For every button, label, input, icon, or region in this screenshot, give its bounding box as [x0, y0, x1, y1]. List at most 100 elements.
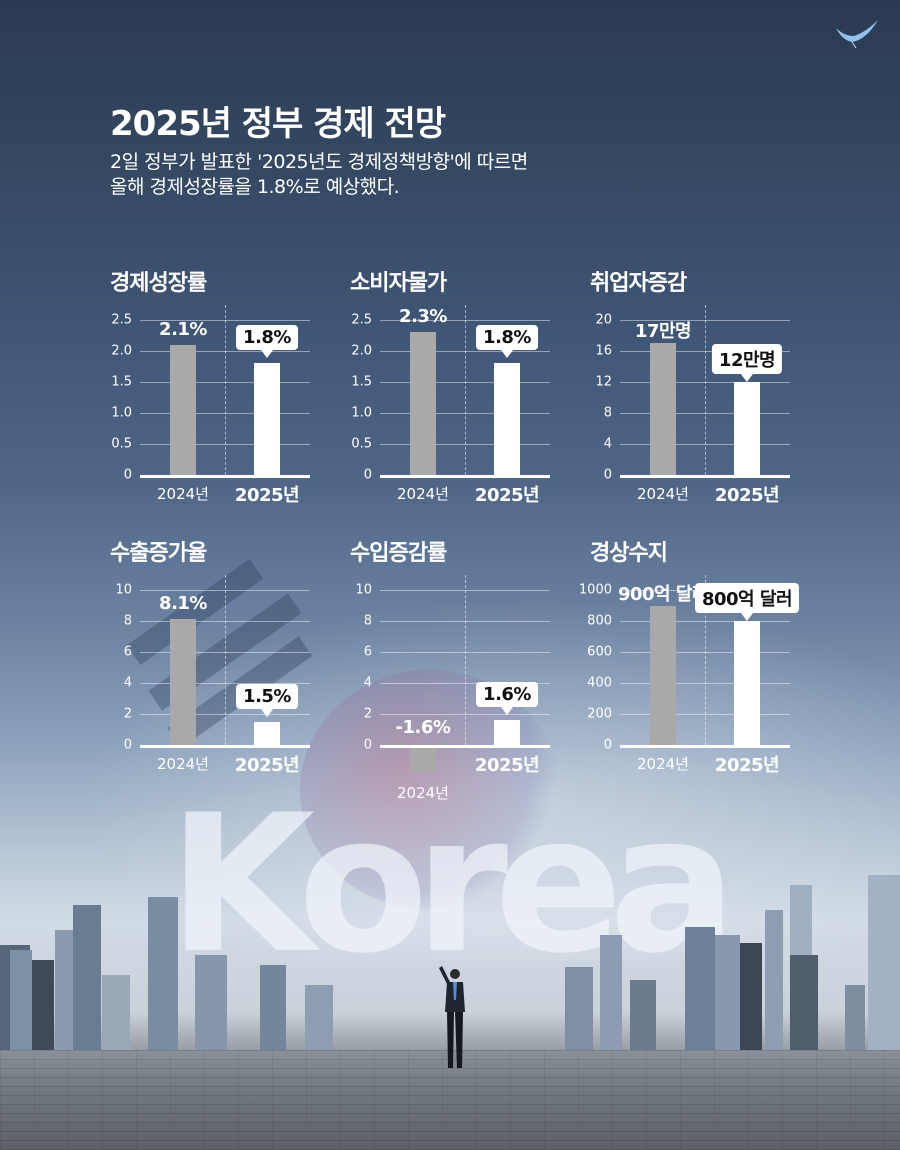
y-tick-label: 600	[587, 644, 612, 660]
year-divider	[465, 305, 466, 475]
y-tick-label: 4	[123, 675, 132, 691]
x-label-2024: 2024년	[397, 784, 449, 802]
y-tick-label: 1.0	[111, 405, 132, 421]
y-tick-label: 200	[587, 706, 612, 722]
city-skyline	[0, 860, 900, 1055]
y-tick-label: 2.0	[351, 343, 372, 359]
y-tick-label: 8	[363, 613, 372, 629]
bird-wing-logo-icon	[836, 20, 878, 49]
x-axis-baseline	[140, 475, 310, 478]
year-divider	[465, 575, 466, 745]
chart-import-change: 수입증감률 0 2 4 6 8 10 -1.6% 1.6% 2024년 2025년	[350, 535, 560, 805]
businessman-figure	[439, 966, 465, 1068]
y-tick-label: 6	[363, 644, 372, 660]
x-axis-baseline	[380, 745, 550, 748]
y-tick-label: 800	[587, 613, 612, 629]
y-tick-label: 1.5	[111, 374, 132, 390]
value-label-2024: 900억 달러	[617, 583, 709, 605]
bar-2025	[254, 363, 280, 475]
chart-employment-change: 취업자증감 0 4 8 12 16 20 17만명 12만명 2024년 2025년	[590, 265, 800, 535]
bar-2025	[734, 382, 760, 475]
year-divider	[705, 305, 706, 475]
y-tick-label: 2.5	[351, 312, 372, 328]
y-tick-label: 0	[363, 467, 372, 483]
callout-2025: 1.5%	[236, 683, 298, 717]
bar-2025	[254, 721, 280, 745]
page-subtitle: 2일 정부가 발표한 '2025년도 경제정책방향'에 따르면 올해 경제성장률…	[110, 150, 528, 200]
x-axis-baseline	[380, 475, 550, 478]
chart-title: 소비자물가	[350, 271, 447, 296]
chart-export-growth: 수출증가율 0 2 4 6 8 10 8.1% 1.5% 2024년 2025년	[110, 535, 320, 805]
x-label-2025: 2025년	[714, 755, 780, 776]
x-label-2024: 2024년	[637, 485, 689, 503]
bar-2024	[170, 619, 196, 745]
bar-2024	[410, 332, 436, 475]
y-tick-label: 10	[355, 582, 372, 598]
x-label-2025: 2025년	[714, 485, 780, 506]
value-label-2024: 2.3%	[399, 306, 447, 328]
chart-title: 수출증가율	[110, 541, 207, 566]
y-tick-label: 0	[603, 737, 612, 753]
y-tick-label: 2.5	[111, 312, 132, 328]
y-tick-label: 0	[603, 467, 612, 483]
y-tick-label: 10	[115, 582, 132, 598]
y-tick-label: 0	[363, 737, 372, 753]
x-label-2024: 2024년	[157, 485, 209, 503]
y-tick-label: 2.0	[111, 343, 132, 359]
plot-area: 0 200 400 600 800 1000 900억 달러 800억 달러 2024년 2025…	[579, 575, 800, 776]
plot-area: 0 0.5 1.0 1.5 2.0 2.5 2.3% 1.8% 2024년 2025년	[351, 305, 550, 506]
chart-title: 취업자증감	[590, 271, 687, 296]
y-tick-label: 0.5	[351, 436, 372, 452]
y-tick-label: 16	[595, 343, 612, 359]
y-tick-label: 8	[123, 613, 132, 629]
y-tick-label: 1.5	[351, 374, 372, 390]
plot-area: 0 2 4 6 8 10 -1.6% 1.6% 2024년 2025년	[355, 575, 550, 802]
x-axis-baseline	[620, 745, 790, 748]
plot-area: 0 4 8 12 16 20 17만명 12만명 2024년 2025년	[595, 305, 790, 506]
x-label-2025: 2025년	[234, 485, 300, 506]
chart-title: 경제성장률	[110, 271, 207, 296]
y-tick-label: 1000	[578, 582, 612, 598]
x-label-2024: 2024년	[397, 485, 449, 503]
y-tick-label: 0	[123, 737, 132, 753]
value-label-2024: 2.1%	[159, 318, 207, 340]
bar-2024	[410, 747, 436, 772]
value-label-2024: 17만명	[634, 321, 692, 343]
y-tick-label: 2	[123, 706, 132, 722]
y-tick-label: 400	[587, 675, 612, 691]
chart-current-account: 경상수지 0 200 400 600 800 1000 900억 달러 800억 달러 2024년…	[579, 535, 800, 805]
x-label-2024: 2024년	[637, 755, 689, 773]
korea-watermark: Korea	[168, 774, 737, 995]
year-divider	[225, 575, 226, 745]
value-label-2024: -1.6%	[395, 717, 451, 738]
y-tick-label: 0	[123, 467, 132, 483]
bar-2024	[650, 343, 676, 475]
chart-economic-growth: 경제성장률 0 0.5 1.0 1.5 2.0 2.5 2.1% 1.8% 2024년 2025년	[110, 265, 320, 535]
y-tick-label: 12	[595, 374, 612, 390]
taegeuk-flag-decoration	[300, 670, 560, 910]
y-tick-label: 4	[363, 675, 372, 691]
y-tick-label: 4	[603, 436, 612, 452]
subtitle-line-2: 올해 경제성장률을 1.8%로 예상했다.	[110, 176, 400, 198]
x-label-2024: 2024년	[157, 755, 209, 773]
page-title: 2025년 정부 경제 전망	[110, 104, 446, 144]
callout-2025: 1.8%	[476, 325, 538, 359]
x-axis-baseline	[140, 745, 310, 748]
callout-2025: 1.6%	[476, 682, 538, 716]
x-axis-baseline	[620, 475, 790, 478]
y-tick-label: 20	[595, 312, 612, 328]
x-label-2025: 2025년	[474, 755, 540, 776]
chart-consumer-prices: 소비자물가 0 0.5 1.0 1.5 2.0 2.5 2.3% 1.8% 2024년 2025년	[350, 265, 560, 535]
paved-plaza	[0, 1050, 900, 1150]
bar-2024	[650, 605, 676, 745]
year-divider	[705, 575, 706, 745]
callout-2025: 12만명	[711, 344, 783, 382]
plot-area: 0 2 4 6 8 10 8.1% 1.5% 2024년 2025년	[115, 575, 310, 776]
value-label-2024: 8.1%	[159, 593, 207, 615]
y-tick-label: 8	[603, 405, 612, 421]
bar-2025	[734, 621, 760, 745]
bar-2025	[494, 363, 520, 475]
year-divider	[225, 305, 226, 475]
y-tick-label: 0.5	[111, 436, 132, 452]
y-tick-label: 2	[363, 706, 372, 722]
